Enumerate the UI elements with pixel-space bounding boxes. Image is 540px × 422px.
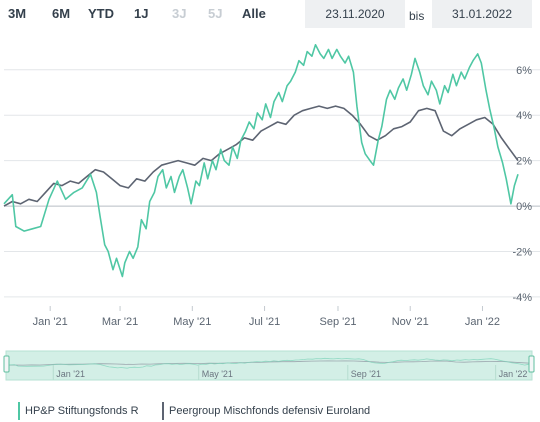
x-tick-label: Sep '21 <box>319 316 356 328</box>
series-line-peergroup <box>3 105 519 207</box>
x-tick-label: Nov '21 <box>392 316 429 328</box>
legend-item-peergroup[interactable]: Peergroup Mischfonds defensiv Euroland <box>162 402 371 420</box>
date-separator: bis <box>409 9 425 23</box>
y-tick-label: 2% <box>516 156 532 168</box>
series-line-hpp <box>3 43 519 278</box>
navigator-handle-left[interactable] <box>3 355 10 373</box>
navigator-selection <box>5 350 533 381</box>
navigator-tick-label: Jan '21 <box>56 369 85 379</box>
x-tick-label: May '21 <box>173 316 211 328</box>
legend-label-peergroup: Peergroup Mischfonds defensiv Euroland <box>169 405 371 417</box>
legend-swatch-peergroup <box>162 402 164 420</box>
x-tick-label: Jan '21 <box>33 316 68 328</box>
legend-swatch-hpp <box>18 402 20 420</box>
range-button-5j: 5J <box>208 6 223 21</box>
date-to-input[interactable]: 31.01.2022 <box>432 0 532 28</box>
performance-chart: 6% 4% 2% 0% -2% -4% Jan '21 Mar '21 May '21 Jul … <box>3 43 540 381</box>
navigator-tick-label: Jan '22 <box>499 369 528 379</box>
y-tick-label: 4% <box>516 110 532 122</box>
y-tick-label: 6% <box>516 65 532 77</box>
y-tick-label: -4% <box>512 292 532 304</box>
x-tick-label: Jul '21 <box>249 316 280 328</box>
legend-label-hpp: HP&P Stiftungsfonds R <box>25 405 139 417</box>
navigator-line-hpp <box>5 357 533 369</box>
range-button-ytd[interactable]: YTD <box>88 6 114 21</box>
range-button-3j: 3J <box>172 6 187 21</box>
range-button-alle[interactable]: Alle <box>242 6 266 21</box>
y-axis: 6% 4% 2% 0% -2% -4% <box>512 65 532 304</box>
x-axis: Jan '21 Mar '21 May '21 Jul '21 Sep '21 Nov '… <box>33 306 500 328</box>
range-button-6m[interactable]: 6M <box>52 6 71 21</box>
x-tick-label: Mar '21 <box>102 316 138 328</box>
y-tick-label: -2% <box>512 246 532 258</box>
navigator-handle-right[interactable] <box>528 355 535 373</box>
date-from-input[interactable]: 23.11.2020 <box>305 0 405 28</box>
navigator-tick-label: May '21 <box>202 369 233 379</box>
toolbar: 3M 6M YTD 1J 3J 5J Alle 23.11.2020 bis 3… <box>0 0 540 30</box>
legend-item-hpp-stiftungsfonds[interactable]: HP&P Stiftungsfonds R <box>18 402 139 420</box>
navigator-tick-label: Sep '21 <box>351 369 381 379</box>
x-tick-label: Jan '22 <box>465 316 500 328</box>
legend: HP&P Stiftungsfonds R Peergroup Mischfon… <box>0 400 540 422</box>
grid-lines <box>4 69 540 298</box>
range-button-3m[interactable]: 3M <box>8 6 27 21</box>
series-lines <box>3 43 519 278</box>
y-tick-label: 0% <box>516 201 532 213</box>
range-button-1j[interactable]: 1J <box>134 6 149 21</box>
range-navigator[interactable]: Jan '21 May '21 Sep '21 Jan '22 <box>3 350 535 381</box>
